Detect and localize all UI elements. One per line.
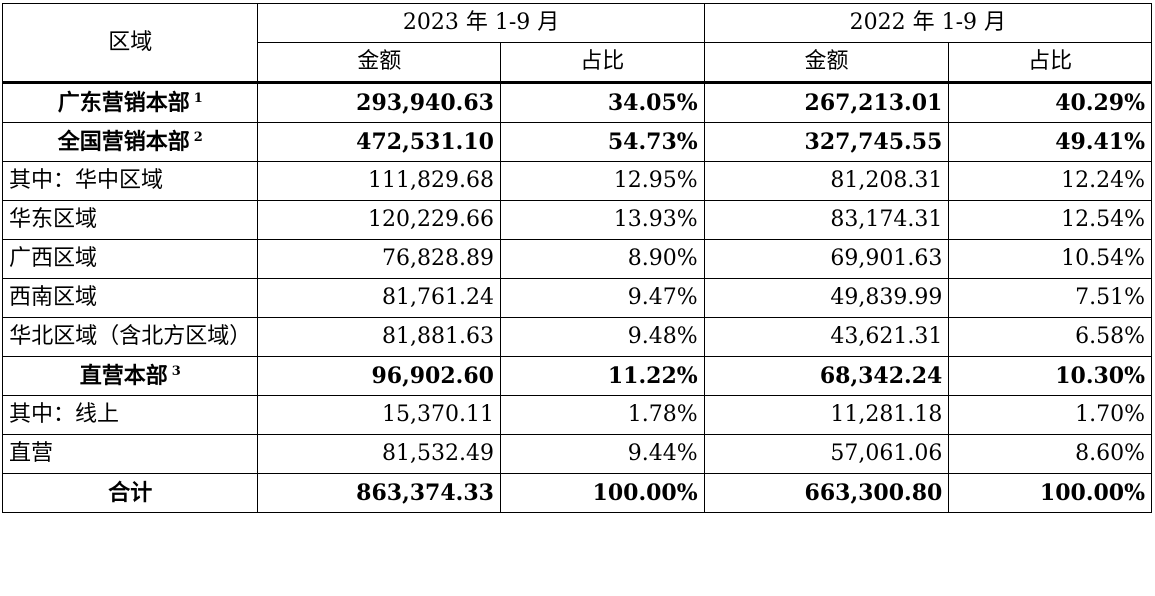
table-row: 华东区域 120,229.66 13.93% 83,174.31 12.54% (1, 200, 1152, 240)
share-2023-cell: 9.48% (499, 317, 705, 357)
amount-2023-cell: 15,370.11 (257, 395, 501, 435)
region-cell: 直营 (1, 434, 259, 474)
amount-2022-cell: 49,839.99 (703, 278, 950, 318)
share-2022-cell: 40.29% (948, 81, 1152, 123)
share-2022-cell: 8.60% (948, 434, 1152, 474)
region-cell: 其中：华中区域 (1, 161, 259, 201)
region-label: 广东营销本部 (57, 90, 190, 116)
share-2023-cell: 9.47% (499, 278, 705, 318)
region-cell: 华东区域 (1, 200, 259, 240)
regional-revenue-table: 区域 2023 年 1-9 月 2022 年 1-9 月 金额 占比 金额 占比… (1, 3, 1153, 513)
amount-2022-cell: 663,300.80 (703, 473, 950, 513)
header-row-years: 区域 2023 年 1-9 月 2022 年 1-9 月 (1, 3, 1153, 83)
amount-2022-cell: 57,061.06 (703, 434, 950, 474)
total-row: 合计 863,374.33 100.00% 663,300.80 100.00% (1, 473, 1152, 513)
header-share-2022: 占比 (948, 42, 1152, 83)
amount-2022-cell: 83,174.31 (703, 200, 950, 240)
share-2023-cell: 100.00% (499, 473, 705, 513)
header-amount-2023: 金额 (257, 42, 501, 83)
header-amount-2022: 金额 (703, 42, 950, 83)
share-2023-cell: 12.95% (499, 161, 705, 201)
region-cell: 全国营销本部 2 (1, 122, 259, 162)
region-cell: 直营本部 3 (1, 356, 259, 396)
share-2023-cell: 13.93% (499, 200, 705, 240)
table-row: 直营 81,532.49 9.44% 57,061.06 8.60% (1, 434, 1152, 474)
share-2022-cell: 49.41% (948, 122, 1152, 162)
share-2022-cell: 1.70% (948, 395, 1152, 435)
amount-2022-cell: 69,901.63 (703, 239, 950, 279)
amount-2023-cell: 472,531.10 (257, 122, 501, 162)
share-2022-cell: 12.24% (948, 161, 1152, 201)
table-row: 广西区域 76,828.89 8.90% 69,901.63 10.54% (1, 239, 1152, 279)
region-label: 直营本部 (79, 363, 168, 389)
header-region: 区域 (1, 3, 259, 83)
table-row: 其中：线上 15,370.11 1.78% 11,281.18 1.70% (1, 395, 1152, 435)
footnote-marker: 1 (193, 91, 203, 106)
header-year-2022: 2022 年 1-9 月 (703, 3, 1153, 43)
amount-2023-cell: 76,828.89 (257, 239, 501, 279)
amount-2022-cell: 327,745.55 (703, 122, 950, 162)
header-year-2023: 2023 年 1-9 月 (257, 3, 705, 43)
share-2022-cell: 10.30% (948, 356, 1152, 396)
share-2022-cell: 100.00% (948, 473, 1152, 513)
region-label: 全国营销本部 (57, 129, 190, 155)
share-2023-cell: 34.05% (499, 81, 705, 123)
amount-2022-cell: 68,342.24 (703, 356, 950, 396)
table-row: 其中：华中区域 111,829.68 12.95% 81,208.31 12.2… (1, 161, 1152, 201)
amount-2022-cell: 267,213.01 (703, 81, 950, 123)
footnote-marker: 3 (171, 364, 181, 379)
amount-2023-cell: 120,229.66 (257, 200, 501, 240)
region-cell: 合计 (1, 473, 259, 513)
table-row: 西南区域 81,761.24 9.47% 49,839.99 7.51% (1, 278, 1152, 318)
share-2023-cell: 1.78% (499, 395, 705, 435)
amount-2023-cell: 863,374.33 (257, 473, 501, 513)
region-cell: 西南区域 (1, 278, 259, 318)
amount-2023-cell: 81,761.24 (257, 278, 501, 318)
header-share-2023: 占比 (499, 42, 705, 83)
amount-2022-cell: 43,621.31 (703, 317, 950, 357)
amount-2023-cell: 96,902.60 (257, 356, 501, 396)
footnote-marker: 2 (193, 130, 203, 145)
table-row: 全国营销本部 2 472,531.10 54.73% 327,745.55 49.… (1, 122, 1152, 162)
share-2023-cell: 54.73% (499, 122, 705, 162)
share-2023-cell: 8.90% (499, 239, 705, 279)
share-2022-cell: 6.58% (948, 317, 1152, 357)
amount-2022-cell: 81,208.31 (703, 161, 950, 201)
share-2023-cell: 11.22% (499, 356, 705, 396)
region-cell: 华北区域（含北方区域） (1, 317, 259, 357)
region-cell: 广东营销本部 1 (1, 81, 259, 123)
amount-2023-cell: 111,829.68 (257, 161, 501, 201)
table-row: 华北区域（含北方区域） 81,881.63 9.48% 43,621.31 6.… (1, 317, 1152, 357)
table-row: 直营本部 3 96,902.60 11.22% 68,342.24 10.30% (1, 356, 1152, 396)
region-cell: 广西区域 (1, 239, 259, 279)
amount-2023-cell: 293,940.63 (257, 81, 501, 123)
region-cell: 其中：线上 (1, 395, 259, 435)
share-2022-cell: 12.54% (948, 200, 1152, 240)
table-row: 广东营销本部 1 293,940.63 34.05% 267,213.01 40.… (1, 81, 1152, 123)
share-2022-cell: 7.51% (948, 278, 1152, 318)
amount-2022-cell: 11,281.18 (703, 395, 950, 435)
amount-2023-cell: 81,532.49 (257, 434, 501, 474)
amount-2023-cell: 81,881.63 (257, 317, 501, 357)
share-2023-cell: 9.44% (499, 434, 705, 474)
share-2022-cell: 10.54% (948, 239, 1152, 279)
